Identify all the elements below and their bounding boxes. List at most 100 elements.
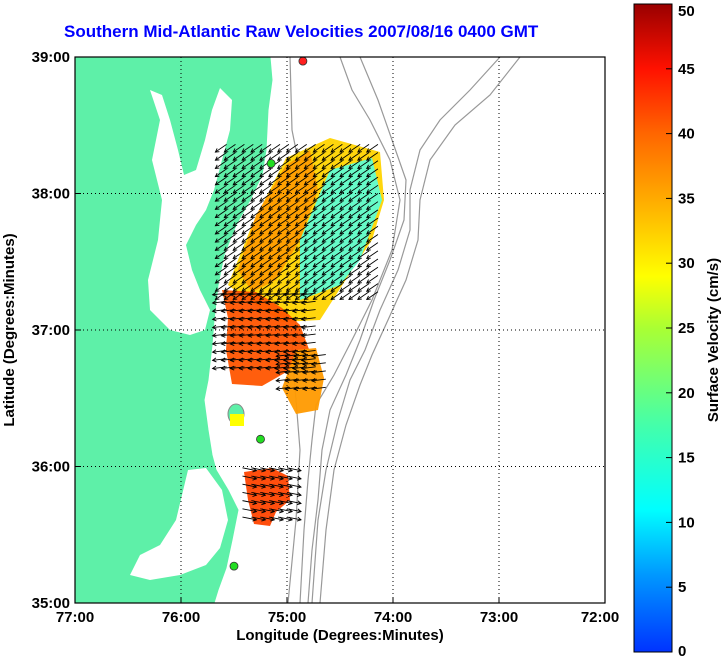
velocity-vector <box>339 283 352 292</box>
velocity-vector <box>348 152 361 161</box>
velocity-vector <box>313 152 325 161</box>
velocity-vector-head <box>223 148 229 153</box>
velocity-vector <box>293 386 309 390</box>
velocity-vector-head <box>330 230 336 235</box>
velocity-vector-head <box>214 271 220 276</box>
velocity-vector <box>366 242 379 251</box>
velocity-vector-head <box>303 181 309 186</box>
velocity-vector-head <box>303 254 309 260</box>
velocity-vector <box>241 234 254 243</box>
velocity-vector-head <box>223 205 229 210</box>
velocity-vector-head <box>357 230 362 235</box>
velocity-vector-head <box>321 148 327 153</box>
velocity-vector <box>251 500 266 504</box>
velocity-vector-head <box>293 378 298 383</box>
velocity-vector-head <box>232 279 238 284</box>
velocity-vector <box>321 184 334 194</box>
velocity-vector-head <box>268 279 273 284</box>
velocity-vector-head <box>365 156 371 161</box>
velocity-vector <box>232 160 245 169</box>
velocity-vector-head <box>250 172 256 178</box>
velocity-vector-head <box>250 148 256 153</box>
velocity-vector-head <box>276 148 282 153</box>
velocity-vector <box>241 184 254 194</box>
velocity-vector <box>313 143 325 153</box>
velocity-vector <box>357 275 370 284</box>
velocity-vector-head <box>291 349 297 355</box>
velocity-vector <box>301 317 316 320</box>
velocity-vector-head <box>273 349 279 355</box>
velocity-vector-head <box>256 324 262 330</box>
velocity-vector-head <box>285 262 291 268</box>
velocity-vector <box>302 386 317 390</box>
velocity-vector <box>250 250 263 259</box>
velocity-vector <box>257 317 272 320</box>
velocity-vector <box>321 152 334 161</box>
colorbar-tick-label: 35 <box>678 190 695 207</box>
velocity-vector <box>366 160 379 169</box>
velocity-vector <box>366 258 379 268</box>
velocity-vector <box>366 193 379 202</box>
velocity-vector-head <box>268 148 273 153</box>
velocity-vector-head <box>214 279 220 284</box>
velocity-vector <box>304 225 316 235</box>
velocity-vector-head <box>214 172 220 178</box>
velocity-vector <box>301 366 316 369</box>
velocity-vector-head <box>259 221 264 227</box>
velocity-vector-head <box>241 189 247 194</box>
velocity-vector-head <box>275 378 281 383</box>
velocity-vector-head <box>285 279 291 284</box>
velocity-vector <box>215 275 227 284</box>
velocity-vector <box>251 483 266 488</box>
velocity-vector <box>366 217 379 227</box>
velocity-vector-head <box>238 341 244 346</box>
velocity-vector <box>230 350 245 353</box>
velocity-vector-head <box>232 156 238 161</box>
velocity-vector <box>250 234 263 243</box>
velocity-vector-head <box>296 516 302 522</box>
velocity-vector <box>269 467 284 472</box>
velocity-vector-head <box>232 164 238 169</box>
velocity-vector-head <box>293 353 298 359</box>
velocity-vector <box>348 217 361 227</box>
velocity-vector <box>259 143 272 153</box>
velocity-vector <box>357 225 370 235</box>
velocity-vector-head <box>357 205 362 210</box>
velocity-vector-head <box>214 213 220 219</box>
tick-marks <box>74 56 606 604</box>
velocity-vector-head <box>365 221 371 227</box>
velocity-vector-head <box>291 365 297 371</box>
velocity-vector-head <box>312 295 318 301</box>
velocity-vector <box>257 366 272 369</box>
velocity-vector-head <box>291 357 297 363</box>
velocity-vector <box>321 283 334 292</box>
velocity-vector-head <box>259 254 264 260</box>
velocity-vector <box>278 475 293 480</box>
velocity-vector-head <box>303 271 309 276</box>
velocity-vector <box>242 491 257 496</box>
velocity-vector-head <box>310 369 316 375</box>
velocity-vector-head <box>348 279 353 284</box>
velocity-vector-head <box>348 262 353 268</box>
velocity-vector <box>241 283 254 292</box>
velocity-vector-head <box>339 271 345 276</box>
velocity-vector <box>251 516 266 521</box>
velocity-vector-head <box>238 332 244 338</box>
velocity-vector-head <box>291 300 297 305</box>
velocity-vector <box>259 201 272 210</box>
velocity-vector-head <box>285 254 291 260</box>
velocity-vector <box>232 283 245 292</box>
velocity-vector <box>301 358 316 361</box>
velocity-vector <box>348 283 361 292</box>
velocity-vector <box>260 491 275 496</box>
lon-tick: 75:00 <box>268 609 306 626</box>
velocity-vector-head <box>300 316 306 322</box>
velocity-vector-head <box>365 197 371 202</box>
velocity-vector-head <box>259 156 264 161</box>
velocity-vector <box>295 193 307 202</box>
velocity-vector <box>339 193 352 202</box>
velocity-vector-head <box>214 246 220 251</box>
velocity-vector <box>230 292 245 296</box>
velocity-vector-head <box>339 181 345 186</box>
velocity-vector <box>269 475 284 480</box>
